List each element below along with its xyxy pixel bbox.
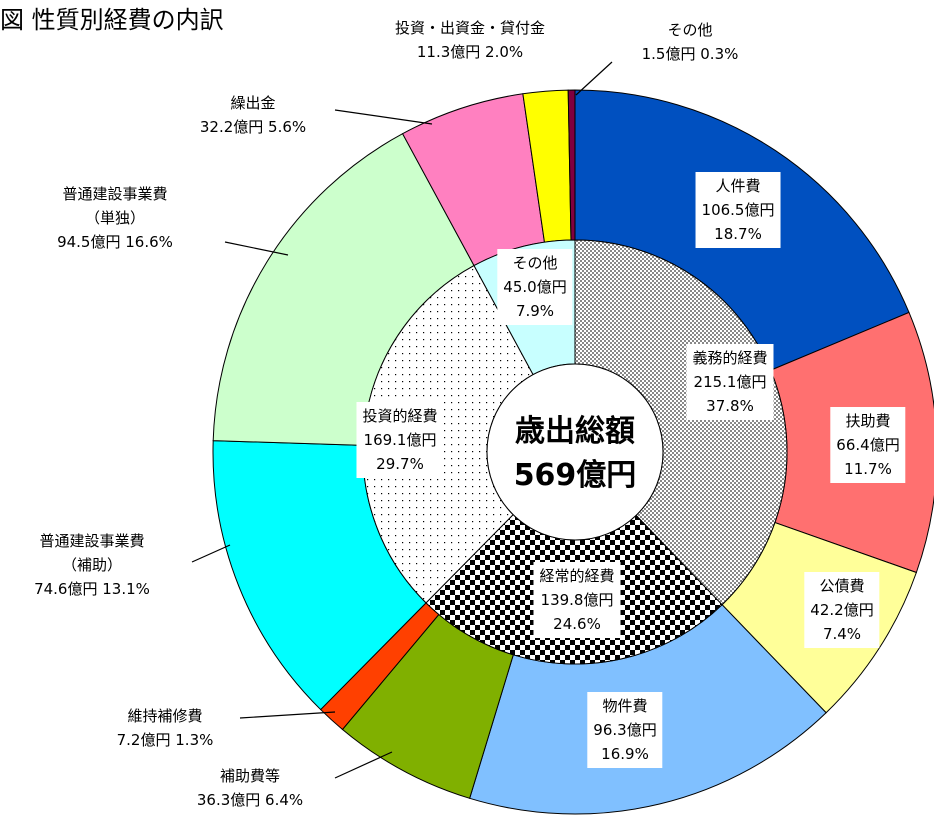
category-label: 物件費 — [602, 697, 648, 715]
category-label: 義務的経費 — [692, 349, 768, 367]
value-label: 1.3% — [175, 731, 214, 749]
leader-line — [224, 241, 289, 256]
chart-title: 図 性質別経費の内訳 — [0, 6, 224, 34]
center-hole — [486, 363, 664, 541]
category-label: その他 — [667, 21, 713, 39]
amount-label: 94.5億円 — [57, 233, 121, 251]
inner-label: 投資的経費 169.1億円 29.7% — [356, 402, 444, 478]
value-label: 37.8% — [706, 397, 754, 415]
category-label: 投資的経費 — [362, 407, 438, 425]
amount-label: 36.3億円 — [196, 791, 261, 809]
inner-label: その他 45.0億円 7.9% — [497, 249, 573, 325]
category-label: 維持補修費 — [127, 707, 203, 725]
value-label: 0.3% — [700, 45, 739, 63]
inner-label: 義務的経費 215.1億円 37.8% — [686, 344, 774, 420]
inner-label: 経常的経費 139.8億円 24.6% — [533, 562, 621, 638]
value-label: 2.0% — [485, 43, 524, 61]
amount-label: 139.8億円 — [540, 591, 614, 609]
outer-label: 維持補修費 7.2億円 1.3% — [117, 704, 214, 752]
value-label: 24.6% — [553, 615, 601, 633]
category-label: 人件費 — [715, 177, 761, 195]
outer-label: 扶助費 66.4億円 11.7% — [830, 407, 906, 483]
category-label: 普通建設事業費 （単独） — [62, 185, 168, 227]
category-label: 補助費等 — [219, 767, 281, 785]
value-label: 5.6% — [268, 118, 307, 136]
outer-label: 公債費 42.2億円 7.4% — [804, 572, 880, 648]
value-label: 13.1% — [102, 580, 150, 598]
amount-label: 215.1億円 — [693, 373, 767, 391]
category-label: 普通建設事業費 （補助） — [39, 532, 145, 574]
amount-label: 42.2億円 — [810, 601, 874, 619]
category-label: 繰出金 — [230, 94, 276, 112]
amount-label: 32.2億円 — [199, 118, 264, 136]
category-label: その他 — [512, 254, 558, 272]
amount-label: 11.3億円 — [416, 43, 481, 61]
outer-label: 普通建設事業費 （補助） 74.6億円 13.1% — [34, 529, 150, 601]
category-label: 扶助費 — [845, 412, 891, 430]
leader-line — [334, 109, 433, 125]
leader-line — [334, 751, 393, 779]
outer-label: 投資・出資金・貸付金 11.3億円 2.0% — [395, 16, 545, 64]
category-label: 投資・出資金・貸付金 — [394, 19, 546, 37]
center-label: 歳出総額 — [515, 414, 635, 449]
amount-label: 45.0億円 — [503, 278, 567, 296]
value-label: 7.9% — [515, 302, 555, 320]
amount-label: 66.4億円 — [836, 436, 900, 454]
outer-label: 普通建設事業費 （単独） 94.5億円 16.6% — [57, 182, 173, 254]
value-label: 16.9% — [601, 745, 649, 763]
outer-label: 補助費等 36.3億円 6.4% — [197, 764, 303, 812]
outer-label: その他 1.5億円 0.3% — [642, 18, 739, 66]
amount-label: 7.2億円 — [116, 731, 171, 749]
leader-line — [239, 711, 336, 719]
amount-label: 106.5億円 — [701, 201, 775, 219]
amount-label: 96.3億円 — [593, 721, 657, 739]
category-label: 公債費 — [819, 577, 865, 595]
value-label: 18.7% — [714, 225, 762, 243]
center-total: 569億円 — [513, 458, 637, 493]
outer-label: 繰出金 32.2億円 5.6% — [200, 91, 306, 139]
value-label: 16.6% — [125, 233, 173, 251]
leader-line — [191, 544, 231, 563]
value-label: 7.4% — [822, 625, 862, 643]
value-label: 29.7% — [376, 455, 424, 473]
leader-line — [575, 61, 613, 96]
amount-label: 1.5億円 — [641, 45, 696, 63]
amount-label: 169.1億円 — [363, 431, 437, 449]
amount-label: 74.6億円 — [34, 580, 98, 598]
outer-label: 人件費 106.5億円 18.7% — [695, 172, 781, 248]
category-label: 経常的経費 — [539, 567, 615, 585]
outer-label: 物件費 96.3億円 16.9% — [587, 692, 663, 768]
value-label: 11.7% — [844, 460, 892, 478]
value-label: 6.4% — [265, 791, 304, 809]
